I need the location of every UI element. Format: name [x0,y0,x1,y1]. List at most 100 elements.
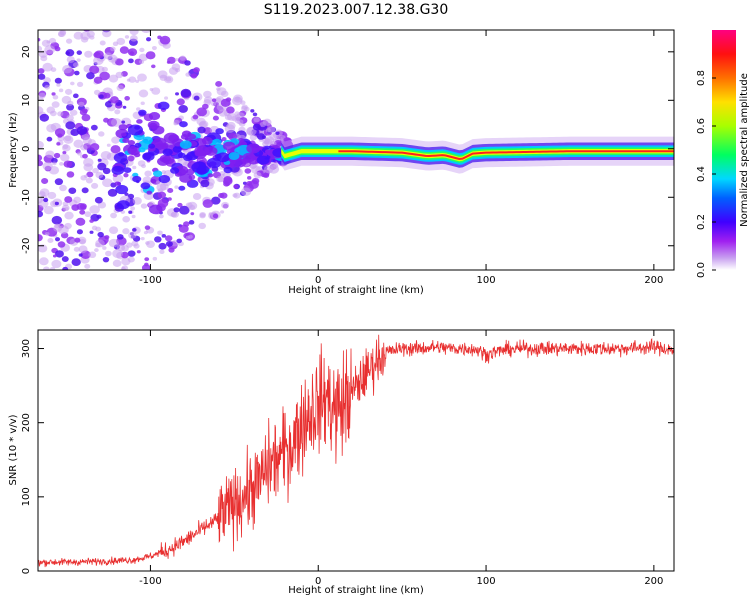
heat-blob [127,124,144,136]
heat-speckle [38,244,48,253]
heat-speckle [141,264,151,270]
heat-blob [228,152,240,160]
heat-speckle [164,96,169,100]
y-tick-label: 300 [21,339,32,358]
heat-speckle [121,244,129,252]
snr-y-ticks: 0 100 200 300 [21,339,674,574]
heat-speckle [136,250,141,254]
heat-speckle [54,237,61,242]
heat-speckle [97,162,107,171]
heat-speckle [99,40,106,46]
heat-blob [201,136,213,145]
heat-speckle [64,88,73,95]
x-tick-label: 0 [315,576,321,587]
heat-speckle [175,92,179,96]
heat-speckle [130,206,136,211]
heat-blob [157,101,170,110]
heat-speckle [253,171,262,179]
heat-speckle [174,58,179,62]
heat-speckle [143,230,148,235]
heat-speckle [249,134,257,141]
heat-speckle [54,201,59,206]
snr-x-axis-label: Height of straight line (km) [288,585,424,596]
heat-speckle [89,205,100,214]
heat-speckle [54,45,59,49]
heat-speckle [95,226,102,232]
heat-blob [194,150,203,157]
heat-speckle [138,59,145,64]
heat-speckle [64,222,72,230]
heat-speckle [129,30,139,36]
heat-speckle [219,192,228,199]
heat-blob [134,142,142,148]
heat-speckle [58,31,65,37]
heat-speckle [115,71,124,79]
heat-blob [162,155,175,165]
heat-speckle [128,58,134,64]
heat-speckle [54,178,64,186]
heat-speckle [221,201,230,209]
heat-blob [246,143,261,154]
heat-speckle [151,87,161,95]
heat-speckle [145,51,156,60]
heat-speckle [137,160,146,167]
heat-speckle [122,216,131,223]
heat-speckle [38,154,43,162]
heat-speckle [89,219,94,223]
heat-speckle [50,67,57,72]
heat-blob [179,140,192,149]
heat-speckle [215,81,223,87]
heat-speckle [91,182,99,189]
heat-speckle [199,211,206,218]
heat-blob [162,148,173,156]
heat-speckle [54,77,62,84]
heat-blob [116,200,130,210]
heat-speckle [250,109,255,113]
heat-speckle [193,68,198,73]
y-tick-label: -10 [21,189,32,205]
heat-speckle [132,197,142,205]
heat-speckle [211,98,217,103]
heat-blob [127,145,141,156]
heat-speckle [187,201,198,211]
heat-speckle [190,212,195,216]
heat-speckle [101,66,108,72]
heat-speckle [175,67,181,73]
snr-x-ticks: -100 0 100 200 [139,330,663,587]
heat-speckle [63,135,74,144]
heat-speckle [108,226,119,235]
heat-blob [207,173,214,178]
x-tick-label: 200 [644,275,663,286]
heat-speckle [133,243,140,249]
heat-speckle [51,157,58,164]
y-tick-label: 200 [21,413,32,432]
heat-speckle [78,101,85,107]
heat-speckle [124,192,129,196]
heat-speckle [46,136,53,142]
heat-speckle [244,168,252,174]
heat-speckle [79,209,86,215]
snr-line [38,334,674,568]
heat-speckle [73,139,84,148]
heat-speckle [42,161,53,171]
heat-speckle [270,140,277,147]
heat-speckle [122,228,130,235]
heat-speckle [76,50,82,55]
heat-speckle [64,211,74,220]
heat-speckle [124,35,130,39]
heat-speckle [188,234,193,239]
heat-speckle [185,72,191,77]
heat-speckle [116,234,124,240]
heat-speckle [214,97,222,104]
heat-speckle [68,187,77,194]
heat-speckle [226,112,237,121]
colorbar-tick-label: 0.2 [696,214,707,230]
heat-speckle [221,137,227,142]
heat-speckle [53,152,61,159]
heat-speckle [161,234,166,238]
heat-blob [212,138,222,146]
heat-speckle [218,109,228,117]
heat-speckle [103,92,111,99]
heat-speckle [54,223,60,229]
